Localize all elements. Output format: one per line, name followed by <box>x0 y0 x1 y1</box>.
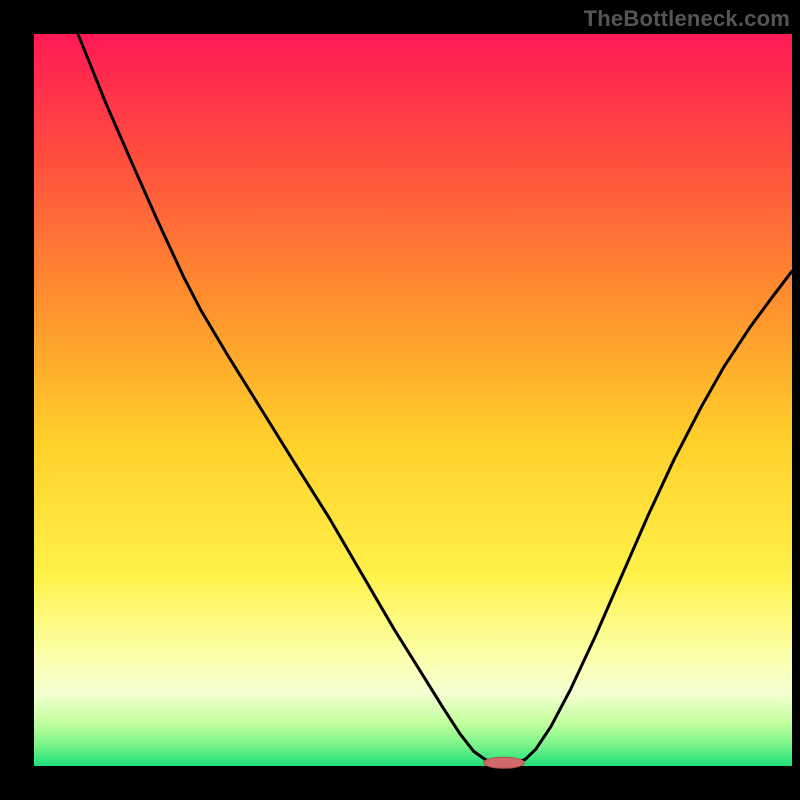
watermark-label: TheBottleneck.com <box>584 6 790 32</box>
chart-container: TheBottleneck.com <box>0 0 800 800</box>
optimal-marker <box>483 757 524 768</box>
plot-background <box>34 34 792 766</box>
bottleneck-chart <box>0 0 800 800</box>
